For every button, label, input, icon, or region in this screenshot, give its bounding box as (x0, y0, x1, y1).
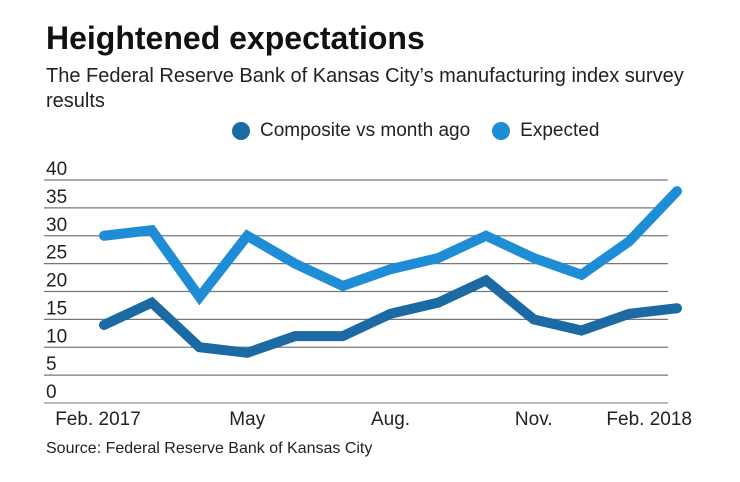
x-tick-label: May (229, 409, 265, 430)
legend-swatch-expected (492, 122, 511, 140)
y-tick-label: 30 (46, 215, 67, 236)
legend-label-composite: Composite vs month ago (260, 120, 471, 141)
legend: Composite vs month ago Expected (232, 120, 599, 142)
chart-title: Heightened expectations (46, 20, 425, 56)
legend-item-composite: Composite vs month ago (232, 120, 470, 142)
legend-item-expected: Expected (492, 120, 599, 142)
x-tick-label: Aug. (371, 409, 410, 430)
y-tick-label: 10 (46, 326, 67, 347)
x-tick-label: Nov. (515, 409, 553, 430)
y-tick-label: 15 (46, 298, 67, 319)
source-note: Source: Federal Reserve Bank of Kansas C… (46, 440, 373, 457)
y-tick-label: 5 (46, 354, 57, 375)
legend-label-expected: Expected (520, 120, 600, 141)
chart-subtitle: The Federal Reserve Bank of Kansas City’… (46, 65, 684, 112)
y-tick-label: 20 (46, 271, 67, 292)
y-tick-label: 0 (46, 382, 57, 403)
series-line-expected (99, 186, 682, 306)
y-tick-label: 25 (46, 243, 67, 264)
x-tick-label: Feb. 2018 (606, 409, 692, 430)
x-tick-label: Feb. 2017 (55, 409, 141, 430)
y-tick-label: 35 (46, 187, 67, 208)
y-tick-label: 40 (46, 159, 67, 180)
legend-swatch-composite (232, 122, 250, 140)
